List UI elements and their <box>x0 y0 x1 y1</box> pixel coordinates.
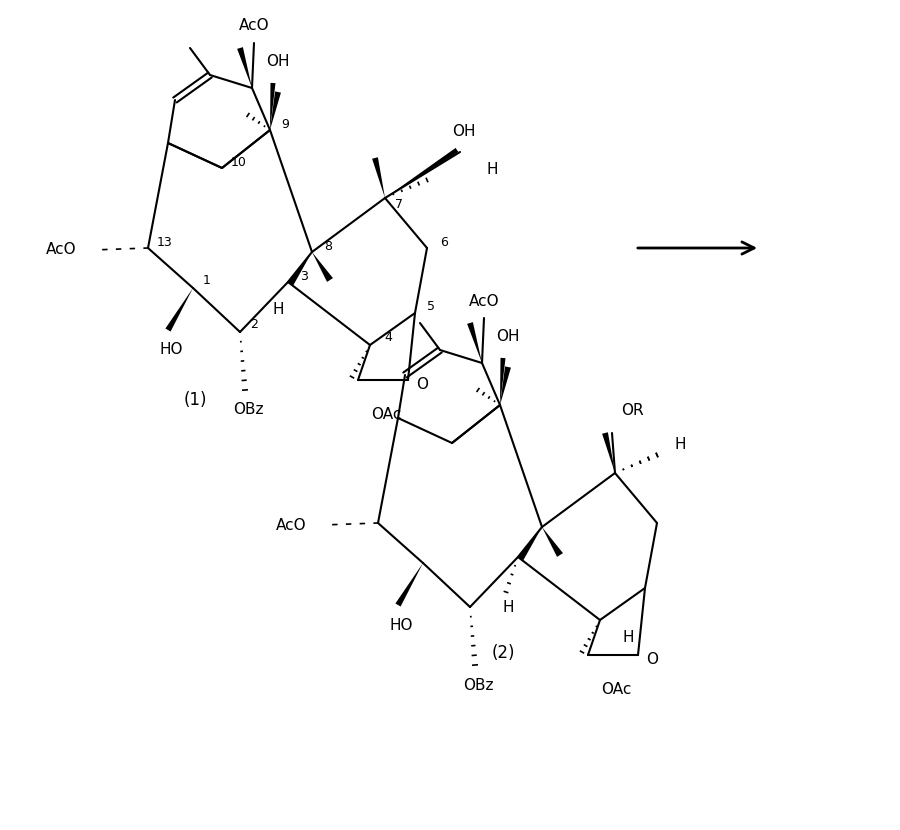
Polygon shape <box>372 157 385 198</box>
Text: HO: HO <box>389 618 413 632</box>
Text: H: H <box>272 302 284 318</box>
Text: H: H <box>674 437 686 452</box>
Text: O: O <box>646 652 658 667</box>
Text: (1): (1) <box>184 391 207 409</box>
Text: 8: 8 <box>324 240 332 252</box>
Text: OBz: OBz <box>463 677 493 692</box>
Polygon shape <box>385 148 458 198</box>
Polygon shape <box>312 252 333 282</box>
Text: OAc: OAc <box>601 682 631 697</box>
Text: H: H <box>502 599 514 614</box>
Polygon shape <box>518 527 542 561</box>
Polygon shape <box>237 47 252 88</box>
Text: AcO: AcO <box>469 294 500 309</box>
Text: OBz: OBz <box>233 403 263 417</box>
Text: HO: HO <box>159 343 183 358</box>
Text: AcO: AcO <box>275 517 306 533</box>
Text: 7: 7 <box>395 198 403 211</box>
Text: 10: 10 <box>231 155 247 168</box>
Polygon shape <box>500 366 511 405</box>
Polygon shape <box>500 358 506 405</box>
Polygon shape <box>287 252 312 286</box>
Text: H: H <box>622 631 634 646</box>
Polygon shape <box>542 527 562 557</box>
Text: 13: 13 <box>158 237 173 250</box>
Text: 4: 4 <box>384 331 392 344</box>
Text: 6: 6 <box>440 237 448 250</box>
Text: 5: 5 <box>427 300 435 314</box>
Text: O: O <box>416 378 428 393</box>
Text: AcO: AcO <box>238 18 269 33</box>
Text: 1: 1 <box>203 275 211 287</box>
Polygon shape <box>395 563 423 607</box>
Text: H: H <box>486 163 498 178</box>
Polygon shape <box>602 432 615 473</box>
Text: OR: OR <box>621 403 644 418</box>
Polygon shape <box>166 288 193 331</box>
Text: 3: 3 <box>300 270 308 282</box>
Polygon shape <box>270 83 275 130</box>
Text: OH: OH <box>452 124 476 139</box>
Text: OAc: OAc <box>371 408 401 422</box>
Text: OH: OH <box>266 55 290 70</box>
Text: AcO: AcO <box>45 242 76 257</box>
Text: 9: 9 <box>281 118 289 130</box>
Text: OH: OH <box>496 330 520 344</box>
Polygon shape <box>270 91 281 130</box>
Polygon shape <box>467 322 482 363</box>
Text: 2: 2 <box>250 319 258 331</box>
Text: (2): (2) <box>491 644 515 662</box>
